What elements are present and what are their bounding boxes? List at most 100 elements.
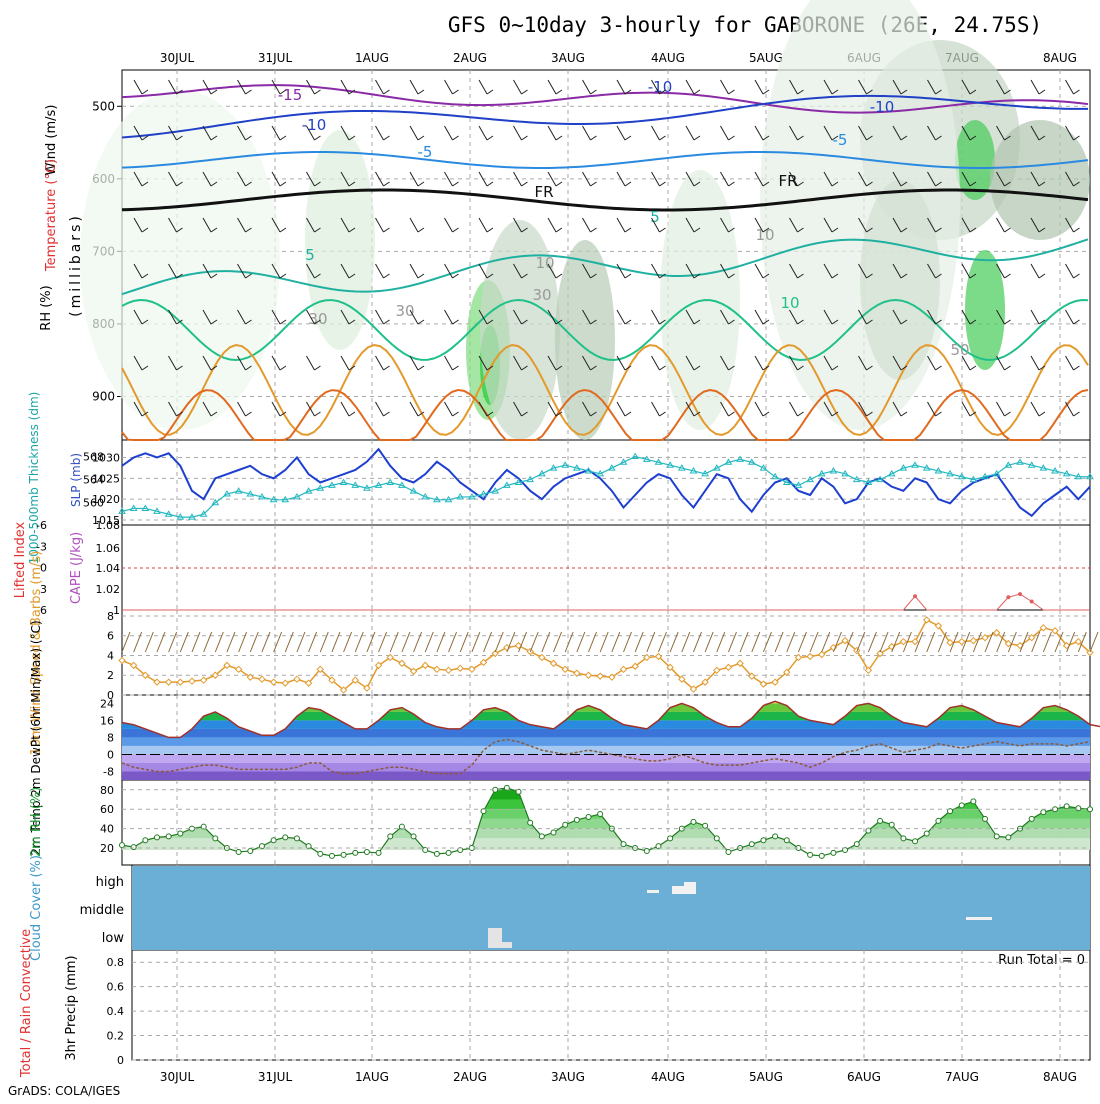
cloud-mid-block-0 [966, 917, 992, 920]
upper-wind-barb-flag [1073, 181, 1080, 187]
upper-wind-barb-flag [486, 273, 494, 279]
contour-label-2: -10 [648, 78, 673, 96]
upper-wind-barb [720, 79, 729, 95]
cloud-high-block-0 [672, 886, 696, 894]
upper-wind-barb [892, 79, 902, 95]
wind10m-barb-56 [774, 631, 784, 653]
thickness-tick-label-0: 568 [83, 451, 104, 464]
cape-tick-label-4: 1.08 [96, 519, 121, 532]
rh-patch-3 [555, 240, 615, 440]
upper-wind-barb [478, 79, 488, 95]
upper-wind-barb [444, 263, 453, 279]
upper-wind-barb [720, 309, 729, 325]
upper-wind-barb-flag [1038, 227, 1046, 233]
upper-wind-barb [823, 263, 833, 279]
wind10m-point-28 [444, 666, 453, 675]
date-label-top-6: 5AUG [749, 51, 783, 65]
wind10m-barb-35 [529, 631, 539, 653]
contour-label-15: 10 [535, 254, 554, 272]
rh-point-27 [433, 850, 440, 857]
upper-wind-barb [685, 401, 695, 417]
upper-wind-barb-flag [728, 411, 735, 417]
temp-tick-label-4: -8 [103, 765, 114, 778]
upper-wind-barb [478, 263, 488, 279]
footer-credit: GrADS: COLA/IGES [8, 1084, 120, 1098]
wind10m-point-9 [223, 661, 231, 670]
upper-wind-barb-flag [141, 227, 149, 233]
upper-wind-barb-flag [831, 89, 839, 95]
upper-wind-barb [306, 263, 315, 279]
upper-wind-barb-flag [141, 181, 149, 187]
upper-wind-barb [513, 171, 522, 187]
wind10m-point-58 [794, 653, 803, 662]
upper-wind-barb [340, 355, 350, 371]
contour-label-8: 5 [650, 208, 660, 226]
wind10m-point-27 [433, 665, 441, 674]
wind10m-barb-66 [891, 631, 901, 653]
rh-point-17 [317, 850, 324, 857]
upper-wind-barb [927, 217, 936, 233]
wind10m-barb-23 [389, 631, 399, 653]
date-label-top-3: 2AUG [453, 51, 487, 65]
upper-wind-barb [927, 355, 936, 371]
rh-point-82 [1075, 805, 1082, 812]
upper-wind-barb-flag [417, 227, 425, 233]
upper-wind-barb-flag [900, 411, 908, 417]
upper-wind-barb [547, 217, 557, 233]
upper-wind-barb [961, 171, 971, 187]
upper-wind-barb [168, 401, 177, 417]
wind10m-barb-79 [1042, 631, 1052, 653]
upper-wind-barb-flag [314, 181, 321, 187]
rh-point-20 [352, 849, 359, 856]
upper-wind-barb [685, 309, 695, 325]
slp-tick-label-2: 1020 [92, 493, 120, 506]
upper-wind-barb-flag [693, 181, 701, 187]
upper-wind-barb [133, 79, 143, 95]
upper-wind-barb-flag [1073, 135, 1080, 141]
cloud-tick-label-0: high [96, 875, 124, 890]
rh-patch-9 [305, 130, 375, 350]
wind10m-barb-63 [856, 631, 866, 653]
rh-patch-8 [990, 120, 1090, 240]
upper-wind-barb-flag [555, 227, 563, 233]
axis-label-wind: Wind (m/s) [44, 105, 59, 176]
upper-wind-barb [823, 79, 833, 95]
upper-wind-barb-flag [245, 227, 252, 233]
upper-wind-barb [582, 79, 591, 95]
upper-wind-barb-flag [279, 411, 287, 417]
upper-wind-barb [202, 401, 212, 417]
wind10m-barb-21 [366, 631, 376, 653]
cloud-low-block-0 [488, 928, 502, 948]
upper-wind-barb [444, 125, 453, 141]
contour-label-1: -10 [302, 116, 327, 134]
rh-point-81 [1063, 803, 1070, 810]
thickness-point-68 [911, 461, 919, 468]
contour-minus5 [121, 151, 1089, 169]
wind10m-point-79 [1039, 624, 1048, 632]
upper-wind-barb-flag [245, 319, 252, 325]
rh-point-36 [538, 833, 545, 840]
wind10m-point-3 [153, 678, 161, 686]
rh-point-31 [480, 808, 487, 815]
rh-point-63 [853, 841, 860, 848]
upper-tick-label-0: 500 [92, 99, 115, 113]
upper-wind-barb-flag [624, 227, 632, 233]
upper-wind-barb [616, 263, 626, 279]
date-label-bottom-6: 5AUG [749, 1070, 783, 1084]
rh-point-83 [1087, 806, 1093, 813]
rh-point-55 [760, 837, 767, 844]
thickness-point-5 [176, 513, 185, 520]
upper-wind-barb [616, 125, 626, 141]
contour-label-6: FR [534, 183, 553, 201]
thickness-point-16 [304, 487, 313, 494]
wind-tick-label-3: 2 [107, 669, 114, 682]
upper-wind-barb-flag [1004, 227, 1011, 233]
upper-wind-barb [996, 217, 1005, 233]
upper-wind-barb-flag [245, 89, 252, 95]
thickness-point-47 [666, 461, 675, 468]
rh-tick-label-0: 80 [100, 784, 114, 797]
axis-label-cape: CAPE (J/kg) [69, 532, 84, 604]
wind10m-point-72 [958, 637, 966, 646]
upper-wind-barb-flag [762, 365, 770, 371]
upper-wind-barb-flag [279, 273, 287, 279]
